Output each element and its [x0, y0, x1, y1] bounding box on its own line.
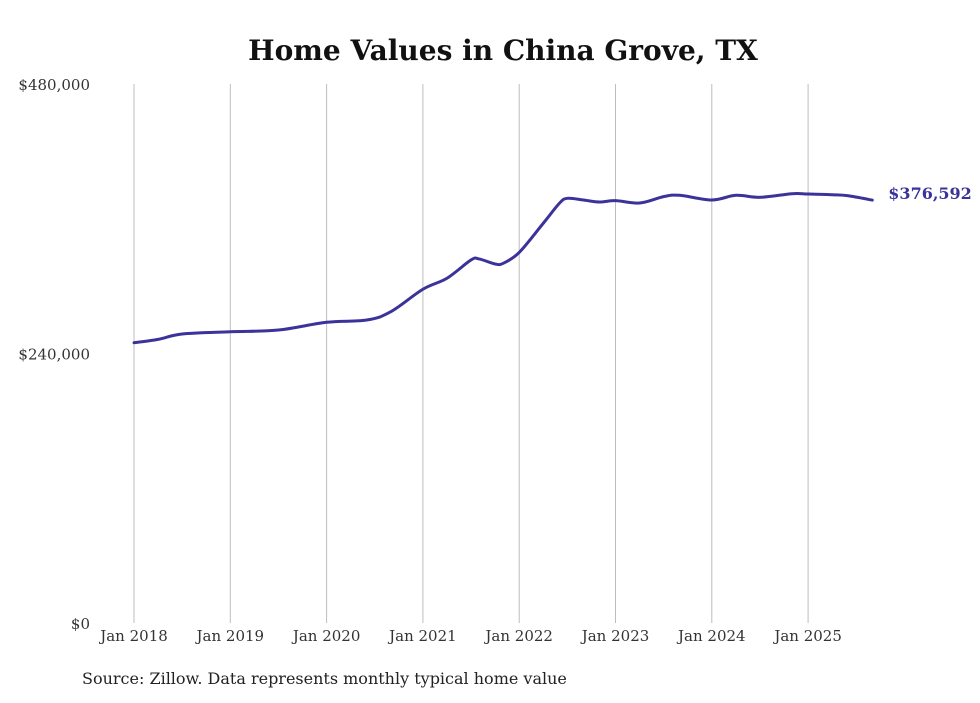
x-tick-label: Jan 2021 [387, 627, 457, 645]
x-tick-label: Jan 2022 [483, 627, 553, 645]
x-tick-label: Jan 2019 [195, 627, 265, 645]
x-tick-label: Jan 2018 [98, 627, 168, 645]
end-value-label: $376,592 [888, 184, 972, 203]
series-line [132, 192, 874, 345]
x-tick-label: Jan 2024 [676, 627, 746, 645]
x-tick-label: Jan 2023 [580, 627, 650, 645]
y-tick-label: $240,000 [18, 346, 90, 364]
chart-title: Home Values in China Grove, TX [248, 34, 758, 67]
y-tick-label: $480,000 [18, 76, 90, 94]
y-tick-label: $0 [71, 615, 90, 633]
source-note: Source: Zillow. Data represents monthly … [82, 669, 567, 688]
x-tick-label: Jan 2025 [772, 627, 842, 645]
x-tick-label: Jan 2020 [291, 627, 361, 645]
